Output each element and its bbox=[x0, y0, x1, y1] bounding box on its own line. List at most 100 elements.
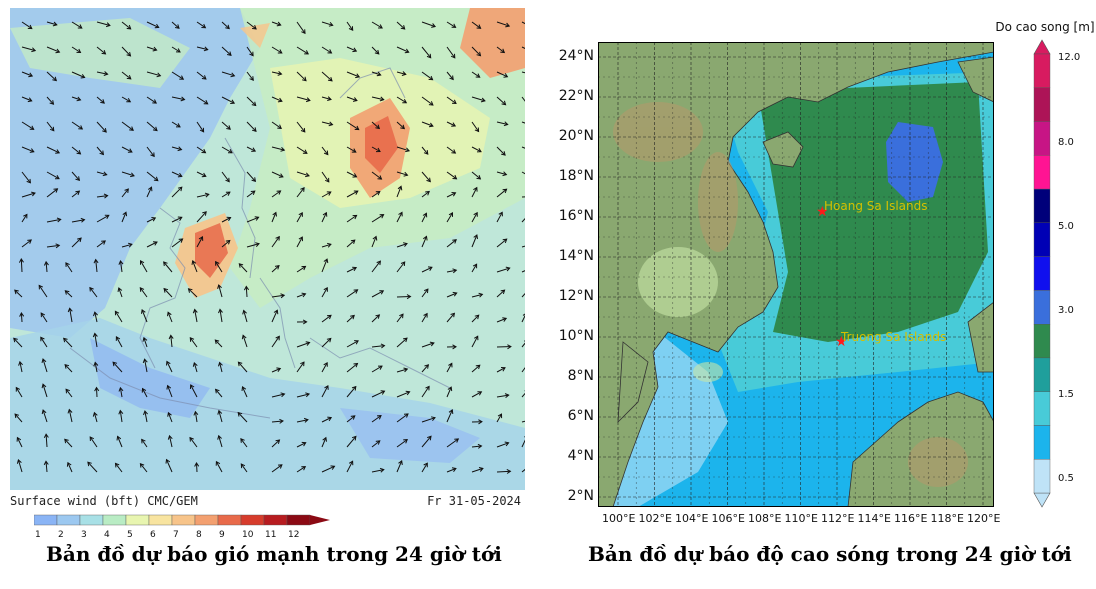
wind-arrow bbox=[446, 239, 457, 248]
wind-arrow bbox=[296, 442, 306, 448]
latitude-label: 24°N bbox=[558, 48, 594, 64]
wind-arrow bbox=[21, 21, 33, 30]
wind-arrow bbox=[21, 46, 36, 52]
wind-arrow bbox=[446, 386, 452, 398]
wind-arrow bbox=[346, 315, 355, 323]
wind-arrow bbox=[146, 96, 157, 104]
wind-arrow bbox=[446, 146, 456, 154]
wind-arrow bbox=[196, 462, 198, 473]
wind-arrow bbox=[96, 171, 107, 176]
wind-arrow bbox=[171, 21, 180, 29]
wind-arrow bbox=[121, 96, 131, 103]
wind-arrow bbox=[371, 440, 381, 448]
wind-arrow bbox=[146, 241, 158, 248]
wind-arrow bbox=[471, 171, 481, 180]
wave-colorbar-tick: 0.5 bbox=[1058, 473, 1074, 484]
wind-arrow bbox=[496, 413, 502, 423]
wind-arrow bbox=[496, 367, 506, 373]
wind-arrow bbox=[496, 171, 507, 176]
wind-arrow bbox=[396, 96, 407, 104]
wind-arrow bbox=[21, 214, 28, 223]
wind-arrow bbox=[13, 337, 23, 348]
wind-arrow bbox=[121, 171, 135, 177]
wind-arrow bbox=[271, 146, 285, 151]
wind-arrow bbox=[471, 364, 481, 373]
wind-arrow bbox=[96, 121, 107, 133]
wind-arrow bbox=[296, 342, 310, 348]
wind-arrow bbox=[245, 286, 248, 298]
wind-colorbar-tick: 5 bbox=[127, 530, 133, 540]
wind-arrow bbox=[121, 121, 134, 131]
wind-arrow bbox=[521, 468, 525, 473]
wave-map-image: ★ Hoang Sa Islands ★ Truong Sa Islands bbox=[598, 42, 994, 507]
wind-arrow bbox=[396, 391, 410, 398]
wind-arrow bbox=[396, 413, 409, 423]
wind-arrow bbox=[246, 121, 257, 132]
wind-arrow bbox=[146, 46, 157, 51]
wind-arrow bbox=[246, 146, 256, 152]
latitude-label: 2°N bbox=[567, 488, 594, 504]
wind-arrow bbox=[321, 46, 332, 54]
wave-colorbar-cell bbox=[1033, 121, 1051, 156]
wind-arrow bbox=[271, 265, 280, 273]
wind-arrow bbox=[246, 243, 260, 248]
wind-arrow bbox=[246, 171, 256, 182]
wave-colorbar-cell bbox=[1033, 87, 1051, 122]
wind-arrow bbox=[46, 146, 60, 154]
wind-colorbar-tick: 1 bbox=[35, 530, 41, 540]
wind-arrow bbox=[496, 146, 506, 156]
wind-arrow bbox=[221, 217, 231, 223]
wind-arrow bbox=[296, 466, 306, 473]
wind-arrow bbox=[196, 236, 203, 248]
latitude-label: 12°N bbox=[558, 288, 594, 304]
wind-arrow bbox=[446, 171, 457, 180]
wind-arrow bbox=[346, 71, 360, 78]
wind-arrow bbox=[371, 171, 382, 180]
wind-colorbar-cell bbox=[263, 514, 288, 526]
wind-arrow bbox=[271, 368, 281, 373]
wind-arrow bbox=[40, 312, 48, 323]
wind-arrow bbox=[171, 171, 183, 177]
wind-arrow bbox=[321, 146, 329, 155]
wind-arrow bbox=[271, 294, 285, 298]
wind-arrow bbox=[296, 146, 308, 154]
wave-colorbar-cell bbox=[1033, 155, 1051, 190]
wind-arrow bbox=[221, 146, 233, 154]
wind-map-image bbox=[10, 8, 525, 490]
wind-arrow bbox=[396, 243, 408, 248]
wind-arrow bbox=[21, 96, 32, 102]
wind-arrow bbox=[421, 462, 428, 473]
wind-arrow bbox=[446, 409, 453, 423]
wind-arrow bbox=[218, 410, 223, 423]
wave-colorbar-cell bbox=[1033, 459, 1051, 494]
wind-arrow bbox=[64, 438, 73, 448]
wind-arrow bbox=[471, 467, 484, 473]
wind-arrow bbox=[471, 96, 486, 102]
wind-arrow bbox=[396, 46, 409, 53]
wind-colorbar-tick: 9 bbox=[219, 530, 225, 540]
wind-arrow bbox=[96, 146, 104, 155]
latitude-label: 14°N bbox=[558, 248, 594, 264]
wind-arrow bbox=[171, 216, 183, 223]
wind-arrow bbox=[215, 261, 223, 273]
wind-arrow bbox=[171, 121, 181, 128]
wind-arrow bbox=[271, 420, 284, 423]
wind-arrow bbox=[496, 394, 509, 398]
wind-arrow bbox=[471, 121, 480, 132]
wind-arrow bbox=[121, 146, 133, 153]
wave-colorbar-cell bbox=[1033, 425, 1051, 460]
wind-colorbar-tick: 12 bbox=[288, 530, 299, 540]
wind-arrow bbox=[296, 96, 311, 101]
wind-arrow bbox=[421, 417, 436, 423]
wind-arrow bbox=[421, 236, 427, 248]
wind-arrow bbox=[221, 46, 232, 56]
wind-arrow bbox=[19, 361, 23, 373]
wind-arrow bbox=[296, 71, 307, 82]
wind-colorbar-cell bbox=[148, 514, 173, 526]
wind-arrow bbox=[346, 415, 356, 423]
wave-colorbar-tick: 1.5 bbox=[1058, 389, 1074, 400]
wind-arrow bbox=[71, 237, 82, 248]
wind-arrow bbox=[96, 214, 110, 223]
wind-arrow bbox=[321, 417, 332, 423]
wind-arrow bbox=[121, 243, 133, 248]
